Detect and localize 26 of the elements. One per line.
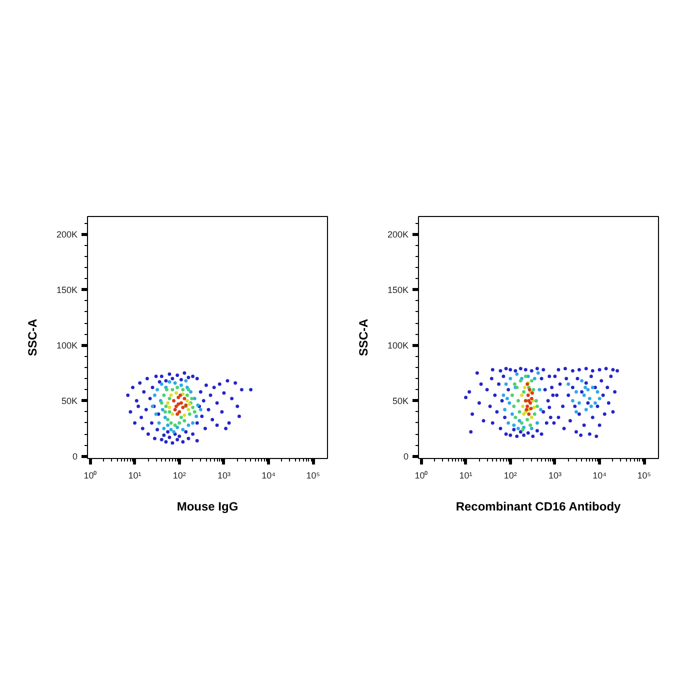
x-tick-label: 10⁵ bbox=[306, 470, 320, 480]
x-tick-label: 10⁴ bbox=[592, 470, 607, 480]
x-tick-label: 10³ bbox=[548, 470, 562, 480]
x-tick-label: 10¹ bbox=[128, 470, 142, 480]
y-tick-label: 100K bbox=[56, 340, 78, 350]
y-tick-label: 50K bbox=[392, 396, 408, 406]
y-tick-label: 50K bbox=[61, 396, 78, 406]
x-axis-title: Mouse IgG bbox=[176, 500, 238, 514]
x-tick-label: 10⁰ bbox=[414, 470, 428, 480]
y-tick-label: 200K bbox=[387, 229, 409, 240]
x-axis-title: Recombinant CD16 Antibody bbox=[456, 500, 622, 514]
y-tick-label: 0 bbox=[72, 451, 78, 462]
x-tick-label: 10³ bbox=[217, 470, 230, 480]
x-tick-label: 10¹ bbox=[459, 470, 472, 480]
y-tick-label: 150K bbox=[56, 284, 78, 295]
y-axis-title: SSC-A bbox=[25, 318, 40, 356]
y-tick-label: 200K bbox=[56, 229, 78, 240]
y-tick-label: 100K bbox=[387, 340, 409, 350]
y-tick-label: 150K bbox=[387, 284, 409, 295]
y-axis-title: SSC-A bbox=[356, 318, 370, 356]
x-tick-label: 10² bbox=[172, 470, 186, 480]
x-tick-label: 10⁴ bbox=[262, 470, 276, 480]
x-tick-label: 10⁰ bbox=[84, 470, 97, 480]
x-tick-label: 10² bbox=[504, 470, 517, 480]
x-tick-label: 10⁵ bbox=[637, 470, 652, 480]
y-tick-label: 0 bbox=[403, 451, 409, 462]
